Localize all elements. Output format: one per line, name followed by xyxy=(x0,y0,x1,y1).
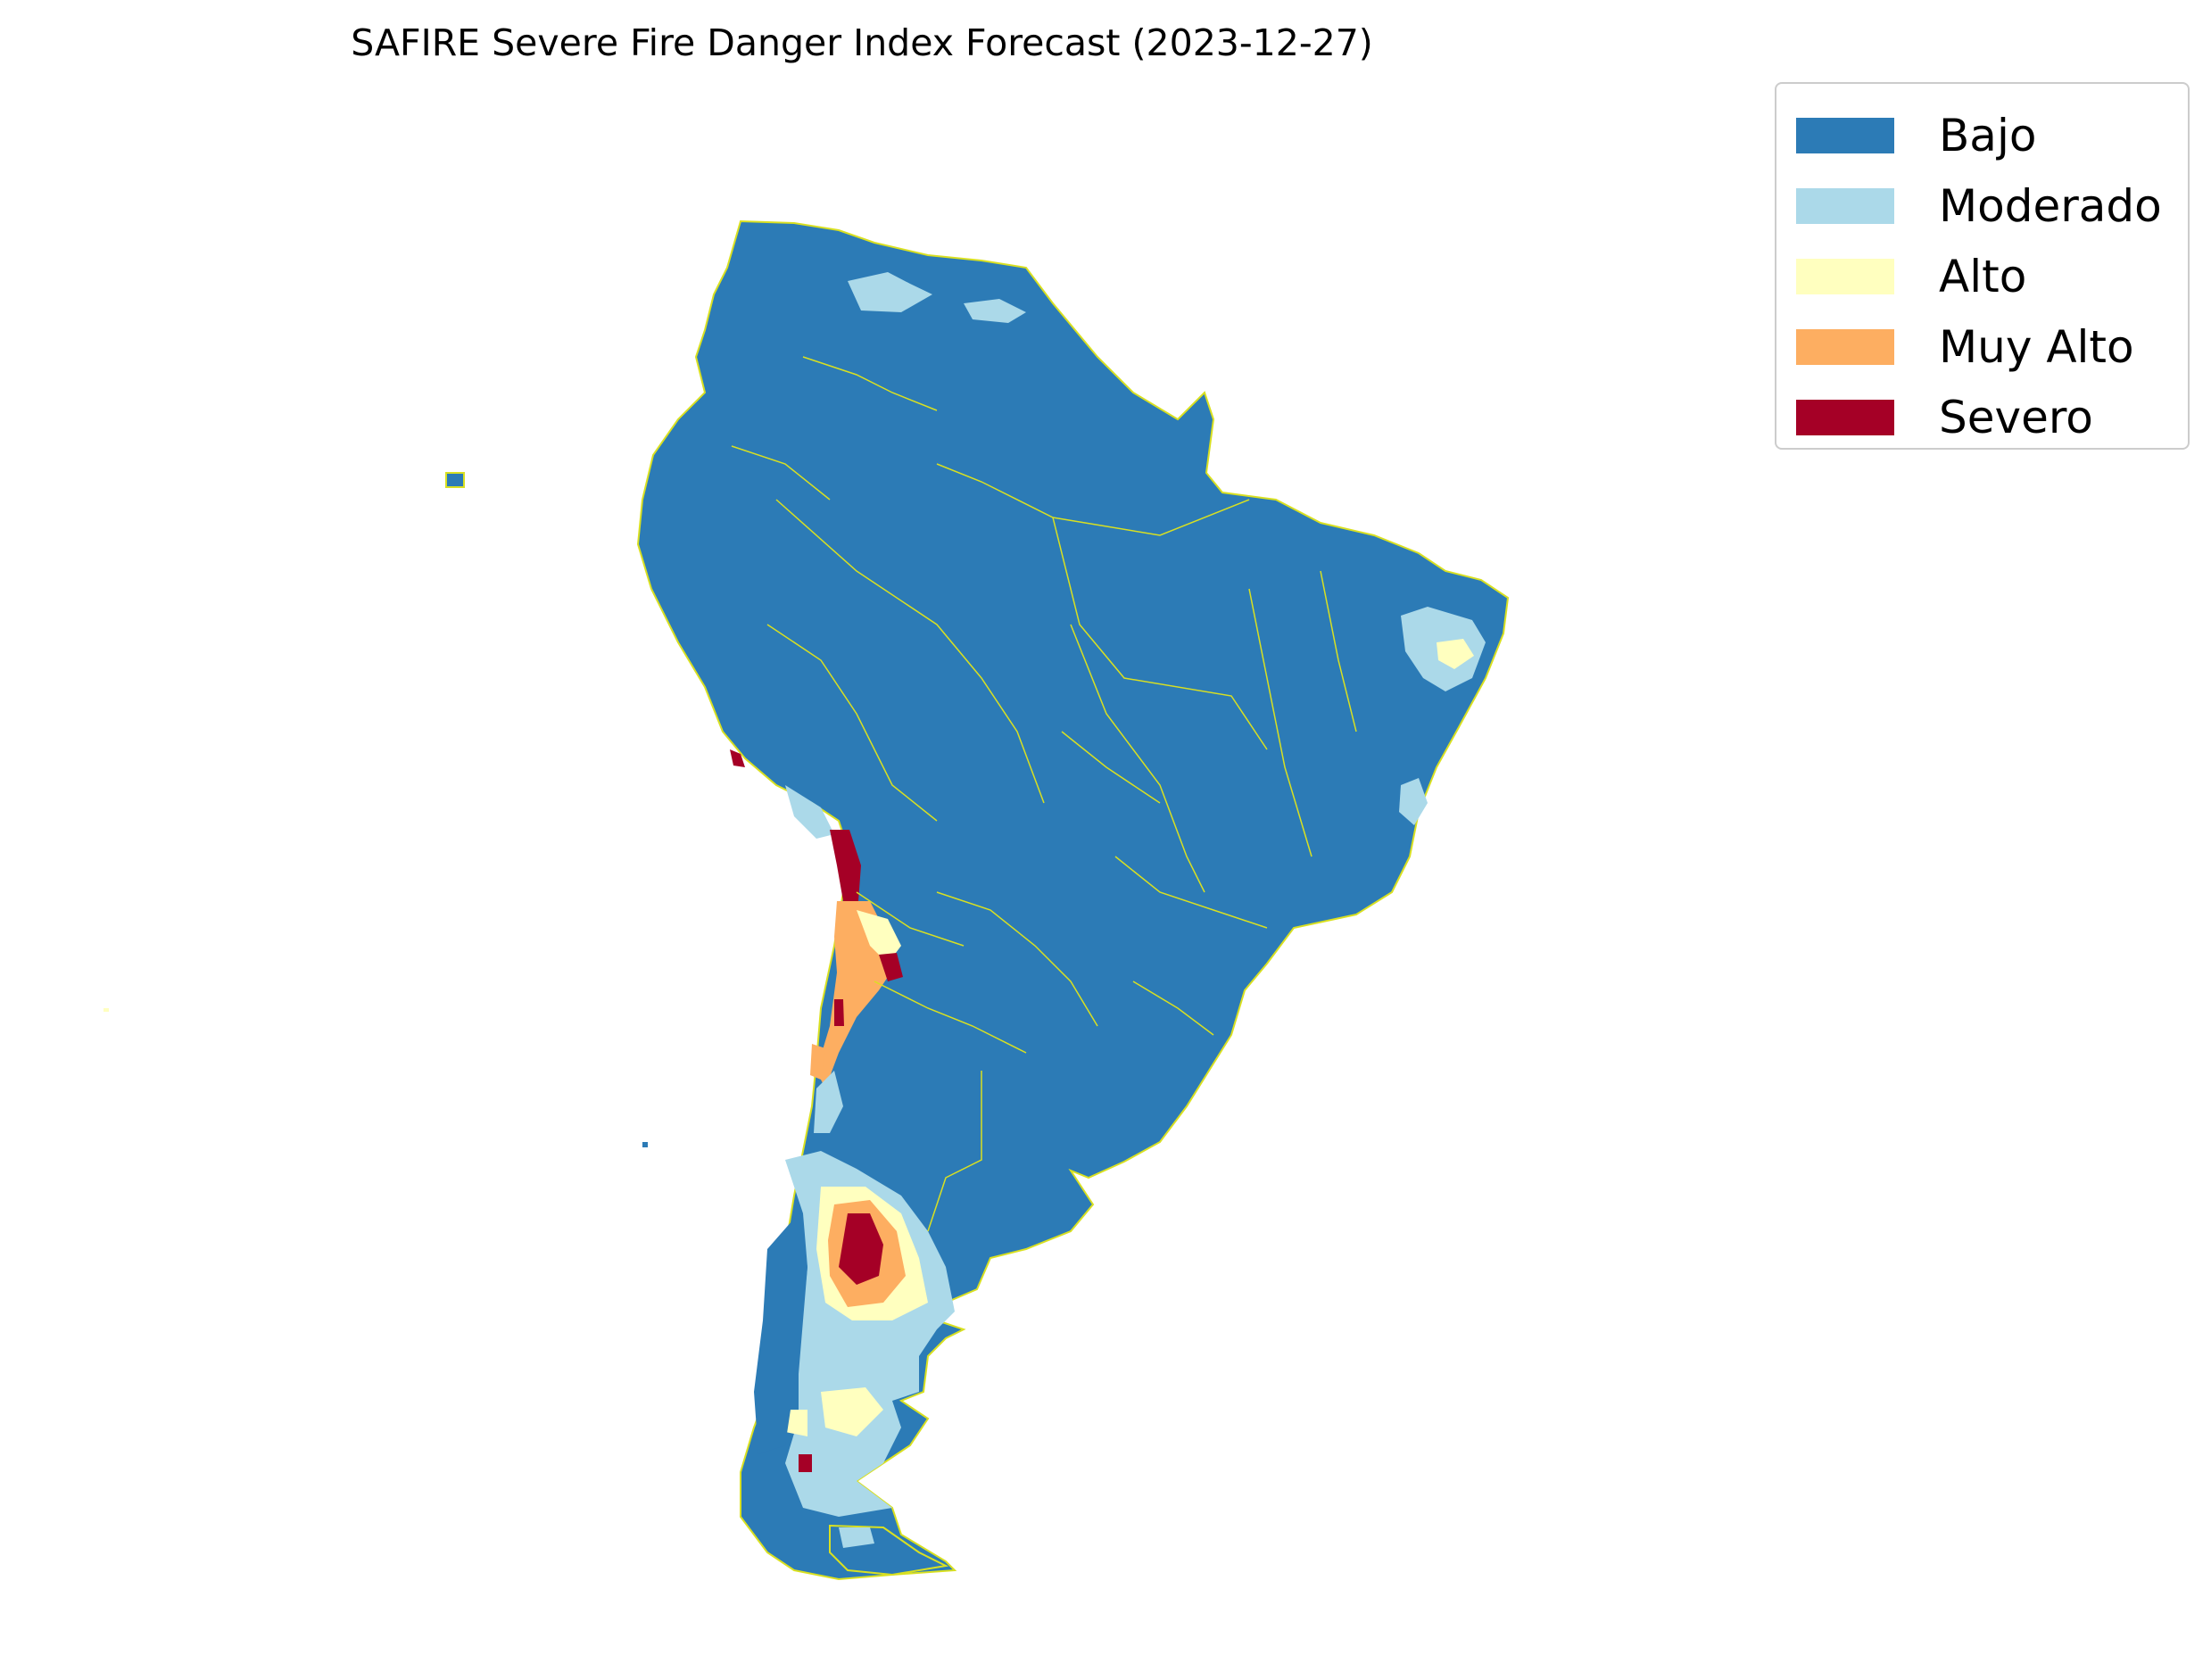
legend-swatch xyxy=(1796,117,1894,153)
zone-alto xyxy=(821,1387,883,1436)
zone-moderado xyxy=(1399,778,1428,825)
legend-label: Bajo xyxy=(1939,109,2037,161)
zone-severo xyxy=(839,1213,883,1285)
island xyxy=(642,1142,648,1147)
legend-label: Alto xyxy=(1939,250,2027,302)
legend-item-severo: Severo xyxy=(1776,382,2188,452)
zone-severo xyxy=(834,999,844,1026)
legend-label: Severo xyxy=(1939,391,2093,443)
legend-item-muy-alto: Muy Alto xyxy=(1776,311,2188,382)
zone-severo xyxy=(830,830,861,901)
map-title: SAFIRE Severe Fire Danger Index Forecast… xyxy=(351,21,1373,64)
zone-severo xyxy=(730,749,745,767)
zone-moderado xyxy=(964,299,1026,323)
admin-borders xyxy=(731,356,1357,1232)
zone-alto xyxy=(1437,639,1474,669)
zone-alto xyxy=(857,910,901,964)
zone-moderado xyxy=(785,785,834,839)
legend-item-bajo: Bajo xyxy=(1776,100,2188,170)
legend-label: Moderado xyxy=(1939,179,2162,232)
legend-swatch xyxy=(1796,328,1894,365)
legend-item-alto: Alto xyxy=(1776,241,2188,311)
island xyxy=(104,1008,109,1012)
legend-item-moderado: Moderado xyxy=(1776,170,2188,241)
zone-bajo xyxy=(754,1213,807,1454)
zone-severo xyxy=(879,953,903,981)
island xyxy=(445,472,465,488)
zone-severo xyxy=(799,1454,812,1472)
legend-swatch xyxy=(1796,187,1894,224)
zone-alto xyxy=(785,1410,807,1436)
zone-moderado xyxy=(814,1071,843,1133)
legend-label: Muy Alto xyxy=(1939,320,2134,373)
legend-swatch xyxy=(1796,399,1894,435)
zone-moderado xyxy=(839,1527,874,1548)
zone-muy-alto xyxy=(810,1044,825,1080)
legend-swatch xyxy=(1796,258,1894,294)
zone-moderado xyxy=(848,272,932,312)
legend: Bajo Moderado Alto Muy Alto Severo xyxy=(1775,82,2190,450)
